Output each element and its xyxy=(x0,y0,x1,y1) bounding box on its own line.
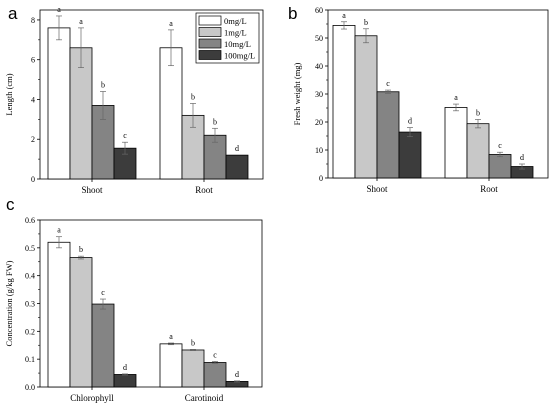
bar-b-0-1 xyxy=(354,35,378,179)
bar-b-1-0 xyxy=(444,107,468,179)
significance-letter: d xyxy=(235,370,239,379)
significance-letter: a xyxy=(79,17,83,26)
panel-letter: b xyxy=(288,4,297,23)
bar-c-0-2 xyxy=(91,303,115,388)
legend-entry: 100mg/L xyxy=(224,51,255,61)
bar-b-0-2 xyxy=(376,91,400,179)
y-tick-label: 0.4 xyxy=(25,272,35,281)
y-tick-label: 0 xyxy=(31,175,35,184)
bar-a-1-0 xyxy=(159,47,183,180)
significance-letter: b xyxy=(191,338,195,347)
y-tick-label: 0.6 xyxy=(25,216,35,225)
y-tick-label: 0.3 xyxy=(25,300,35,309)
x-category-label: Root xyxy=(195,185,213,195)
y-tick-label: 0.0 xyxy=(25,383,35,392)
significance-letter: a xyxy=(57,226,61,235)
panel-letter: a xyxy=(8,4,18,23)
y-tick-label: 0.2 xyxy=(25,327,35,336)
y-tick-label: 40 xyxy=(315,62,323,71)
y-tick-label: 2 xyxy=(31,135,35,144)
significance-letter: c xyxy=(498,141,502,150)
y-tick-label: 0.5 xyxy=(25,244,35,253)
significance-letter: c xyxy=(386,79,390,88)
bar-b-1-1 xyxy=(466,123,490,179)
bar-c-1-1 xyxy=(181,349,205,388)
panel-c: c 0.0 0.1 0.2 0.3 0.4 0.5 0.6 Concentration (g/k… xyxy=(4,195,263,403)
significance-letter: a xyxy=(454,93,458,102)
bar-c-0-3 xyxy=(113,374,137,388)
bar-c-0-0 xyxy=(47,241,71,388)
x-category-label: Shoot xyxy=(81,185,103,195)
bar-a-1-3 xyxy=(225,154,249,180)
x-category-label: Shoot xyxy=(366,184,388,194)
y-tick-label: 0.1 xyxy=(25,355,35,364)
legend-swatch xyxy=(198,15,222,26)
significance-letter: b xyxy=(79,245,83,254)
bar-b-0-0 xyxy=(332,24,356,179)
y-tick-label: 20 xyxy=(315,118,323,127)
y-axis-label: Length (cm) xyxy=(4,73,14,115)
legend-swatch xyxy=(198,38,222,49)
legend-swatch xyxy=(198,27,222,37)
bar-b-1-2 xyxy=(488,154,512,179)
significance-letter: b xyxy=(191,92,195,101)
axis-frame xyxy=(39,9,264,180)
panel-b: b 0 10 20 30 40 50 60 Fresh weight (mg) a b c d Shoot… xyxy=(288,4,549,194)
panel-a: a 0 2 4 6 8 Length (cm) a a b c Shoot a b b d Root 0mg/L 1… xyxy=(4,4,264,195)
bar-a-0-0 xyxy=(47,27,71,180)
legend-entry: 0mg/L xyxy=(224,16,247,26)
x-category-label: Root xyxy=(480,184,498,194)
bar-c-1-2 xyxy=(203,362,227,388)
significance-letter: b xyxy=(213,117,217,126)
significance-letter: c xyxy=(123,131,127,140)
y-tick-label: 10 xyxy=(315,146,323,155)
significance-letter: a xyxy=(169,332,173,341)
y-tick-label: 60 xyxy=(315,6,323,15)
significance-letter: b xyxy=(476,108,480,117)
y-tick-label: 4 xyxy=(31,95,35,104)
significance-letter: a xyxy=(169,19,173,28)
significance-letter: c xyxy=(101,288,105,297)
y-tick-label: 6 xyxy=(31,56,35,65)
legend-entry: 1mg/L xyxy=(224,28,247,38)
bar-c-1-0 xyxy=(159,343,183,388)
x-category-label: Carotinoid xyxy=(185,393,224,403)
y-tick-label: 8 xyxy=(31,16,35,25)
significance-letter: d xyxy=(123,363,127,372)
significance-letter: d xyxy=(235,144,239,153)
y-axis-label: Concentration (g/kg FW) xyxy=(4,260,14,346)
y-tick-label: 30 xyxy=(315,90,323,99)
bar-c-0-1 xyxy=(69,257,93,388)
significance-letter: c xyxy=(213,350,217,359)
legend-swatch xyxy=(198,50,222,60)
significance-letter: a xyxy=(57,5,61,14)
y-tick-label: 0 xyxy=(319,174,323,183)
y-axis-label: Fresh weight (mg) xyxy=(292,62,302,125)
x-category-label: Chlorophyll xyxy=(70,393,114,403)
significance-letter: d xyxy=(408,117,412,126)
panel-letter: c xyxy=(6,195,15,214)
significance-letter: d xyxy=(520,153,524,162)
significance-letter: a xyxy=(342,11,346,20)
bar-b-0-3 xyxy=(398,131,422,179)
legend-entry: 10mg/L xyxy=(224,39,251,49)
significance-letter: b xyxy=(364,18,368,27)
significance-letter: b xyxy=(101,81,105,90)
y-tick-label: 50 xyxy=(315,34,323,43)
